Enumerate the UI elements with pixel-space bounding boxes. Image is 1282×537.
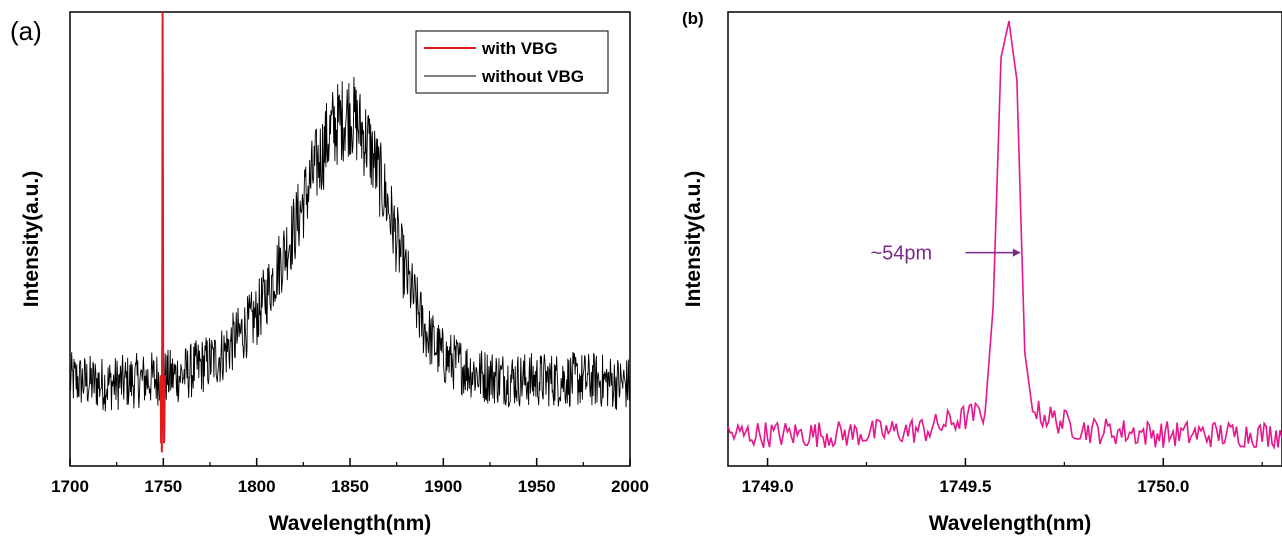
panel-b-plot-frame — [727, 11, 1282, 467]
x-tick-label: 1749.5 — [939, 477, 991, 496]
x-tick-label: 2000 — [611, 477, 649, 496]
x-tick-label: 1850 — [331, 477, 369, 496]
series-without-vbg-line — [69, 77, 631, 412]
panel-a-y-axis-title: Intensity(a.u.) — [20, 171, 43, 308]
fwhm-arrow-head — [1012, 248, 1021, 257]
panel-b-x-ticks: 1749.0 1749.5 1750.0 — [742, 458, 1263, 496]
x-tick-label: 1900 — [424, 477, 462, 496]
panel-a-data-layer — [69, 11, 631, 453]
legend-box — [415, 30, 609, 94]
panel-a-letter: (a) — [10, 16, 42, 46]
panel-b-y-axis-title: Intensity(a.u.) — [682, 171, 705, 308]
x-tick-label: 1750.0 — [1137, 477, 1189, 496]
panel-a-x-ticks: 1700 1750 1800 1850 1900 1950 2000 — [51, 458, 649, 496]
legend: with VBG without VBG — [415, 30, 609, 94]
legend-label-with-vbg: with VBG — [481, 39, 558, 58]
x-tick-label: 1950 — [518, 477, 556, 496]
series-with-vbg-line — [159, 11, 166, 453]
x-tick-label: 1700 — [51, 477, 89, 496]
panel-b-letter: (b) — [682, 9, 704, 28]
x-tick-label: 1750 — [144, 477, 182, 496]
x-tick-label: 1800 — [238, 477, 276, 496]
panel-a-x-axis-title: Wavelength(nm) — [269, 512, 432, 535]
panel-b-data-layer — [727, 20, 1282, 450]
panel-b: (b) 1749.0 1749.5 1750.0 Wavelength(nm) In… — [682, 9, 1282, 535]
series-laser-line — [727, 20, 1282, 450]
fwhm-annotation: ~54pm — [870, 243, 1021, 265]
x-tick-label: 1749.0 — [742, 477, 794, 496]
fwhm-label: ~54pm — [870, 243, 932, 265]
legend-label-without-vbg: without VBG — [481, 67, 584, 86]
panel-a: (a) 1700 1750 1800 1850 1900 1950 2000 Wavelen… — [10, 11, 649, 535]
panel-b-x-axis-title: Wavelength(nm) — [929, 512, 1092, 535]
